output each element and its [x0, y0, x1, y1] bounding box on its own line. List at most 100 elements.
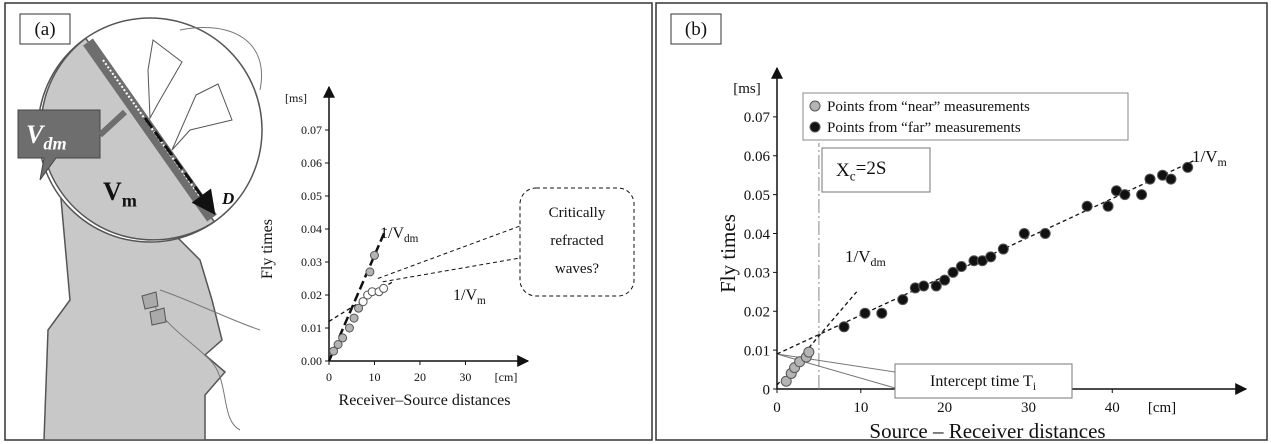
- x-tick-label: 30: [459, 370, 471, 384]
- y-tick-label: 0.01: [744, 343, 770, 359]
- panel-label: (a): [34, 19, 55, 40]
- head-silhouette: [43, 164, 227, 441]
- crossover-label-after: =2S: [856, 158, 887, 179]
- x-tick-label: 30: [1021, 400, 1036, 416]
- y-tick-label: 0.03: [744, 266, 770, 282]
- callout-leader: [377, 225, 521, 279]
- legend-box: [802, 92, 1129, 141]
- data-point: [1018, 228, 1030, 239]
- y-tick-label: 0.04: [744, 227, 771, 243]
- data-point: [1102, 200, 1114, 212]
- legend-label: Points from “near” measurements: [827, 99, 1030, 115]
- electrode: [141, 291, 167, 326]
- fit-line-label: 1/Vdm: [845, 247, 886, 269]
- y-tick-label: 0.02: [744, 305, 770, 321]
- intercept-box: [894, 363, 1073, 399]
- data-point: [1144, 173, 1156, 185]
- crossover-label-main: X: [836, 160, 850, 181]
- d-label: D: [221, 189, 234, 208]
- v-dm-callout: [17, 109, 101, 181]
- data-point: [997, 243, 1009, 255]
- data-point: [338, 333, 348, 343]
- data-point: [358, 297, 368, 307]
- y-tick-label: 0.02: [301, 288, 322, 302]
- x-tick-label: 20: [414, 370, 426, 384]
- v-dm-label-sub: dm: [43, 133, 66, 153]
- fit-line-label-sub: m: [1218, 155, 1228, 169]
- head-illustration: [17, 17, 263, 441]
- data-point: [859, 307, 871, 319]
- v-m-label-main: V: [103, 177, 122, 206]
- data-point: [1136, 189, 1148, 201]
- data-point: [897, 294, 909, 306]
- intercept-label: Intercept time Ti: [930, 373, 1036, 393]
- fit-line-label-sub: dm: [871, 255, 887, 269]
- panel-label-box: [670, 13, 722, 45]
- fit-line: [327, 228, 387, 362]
- y-unit: [ms]: [285, 91, 307, 105]
- fit-line-label-main: 1/V: [1192, 147, 1218, 166]
- x-tick-label: 10: [853, 400, 868, 416]
- callout-text: Critically: [549, 205, 606, 221]
- data-point: [876, 307, 888, 319]
- data-point: [955, 261, 967, 273]
- fit-line-label-main: 1/V: [380, 225, 404, 242]
- fit-line-label-main: 1/V: [845, 247, 871, 266]
- panel-label: (b): [685, 19, 707, 40]
- crossover-label: Xc=2S: [836, 158, 886, 184]
- y-axis-label: Fly times: [259, 219, 276, 279]
- fit-line-label: 1/Vm: [453, 287, 486, 307]
- panel-frame: [4, 2, 653, 441]
- y-unit: [ms]: [733, 81, 761, 97]
- data-point: [1165, 173, 1177, 185]
- head-section: [40, 37, 216, 241]
- crossover-label-sub: c: [850, 169, 856, 184]
- legend-label: Points from “far” measurements: [827, 120, 1021, 136]
- data-point: [1081, 200, 1093, 212]
- x-unit: [cm]: [1148, 400, 1176, 416]
- wire: [159, 289, 261, 331]
- data-point: [939, 274, 951, 286]
- legend-swatch: [809, 100, 821, 112]
- data-point: [1182, 161, 1194, 173]
- y-tick-label: 0.06: [744, 149, 771, 165]
- x-tick-label: 0: [326, 370, 332, 384]
- fit-line-label-main: 1/V: [453, 287, 477, 304]
- data-point: [365, 267, 375, 277]
- data-point: [333, 340, 343, 349]
- data-point: [1119, 189, 1131, 201]
- fit-line-label: 1/Vdm: [380, 225, 419, 245]
- y-axis-label: Fly times: [716, 214, 740, 293]
- callout-text: refracted: [550, 233, 604, 249]
- wire: [179, 27, 262, 91]
- data-point: [947, 266, 959, 278]
- intercept-label-main: Intercept time T: [930, 373, 1033, 390]
- x-axis-label: Source – Receiver distances: [869, 419, 1105, 443]
- y-tick-label: 0.06: [301, 156, 322, 170]
- fit-line-label-sub: m: [477, 295, 486, 307]
- x-tick-label: 20: [937, 400, 952, 416]
- y-tick-label: 0.00: [301, 354, 322, 368]
- v-dm-label: Vdm: [26, 120, 67, 153]
- y-tick-label: 0.04: [301, 222, 322, 236]
- panel-frame: [655, 2, 1268, 441]
- x-axis-label: Receiver–Source distances: [339, 392, 511, 409]
- data-point: [369, 250, 379, 260]
- intercept-label-sub: i: [1033, 381, 1036, 393]
- x-tick-label: 0: [773, 400, 781, 416]
- data-point: [803, 346, 815, 358]
- v-m-label: Vm: [103, 177, 137, 210]
- data-point: [354, 303, 364, 313]
- x-unit: [cm]: [495, 370, 518, 384]
- data-point: [329, 346, 339, 356]
- y-tick-label: 0.07: [301, 123, 322, 137]
- data-point: [780, 375, 792, 387]
- y-tick-label: 0: [763, 382, 771, 398]
- data-point: [838, 321, 850, 333]
- fit-line-label-sub: dm: [404, 233, 419, 245]
- v-m-label-sub: m: [122, 190, 137, 210]
- crossover-box: [821, 147, 931, 193]
- data-point: [1039, 228, 1051, 239]
- wire: [149, 299, 241, 431]
